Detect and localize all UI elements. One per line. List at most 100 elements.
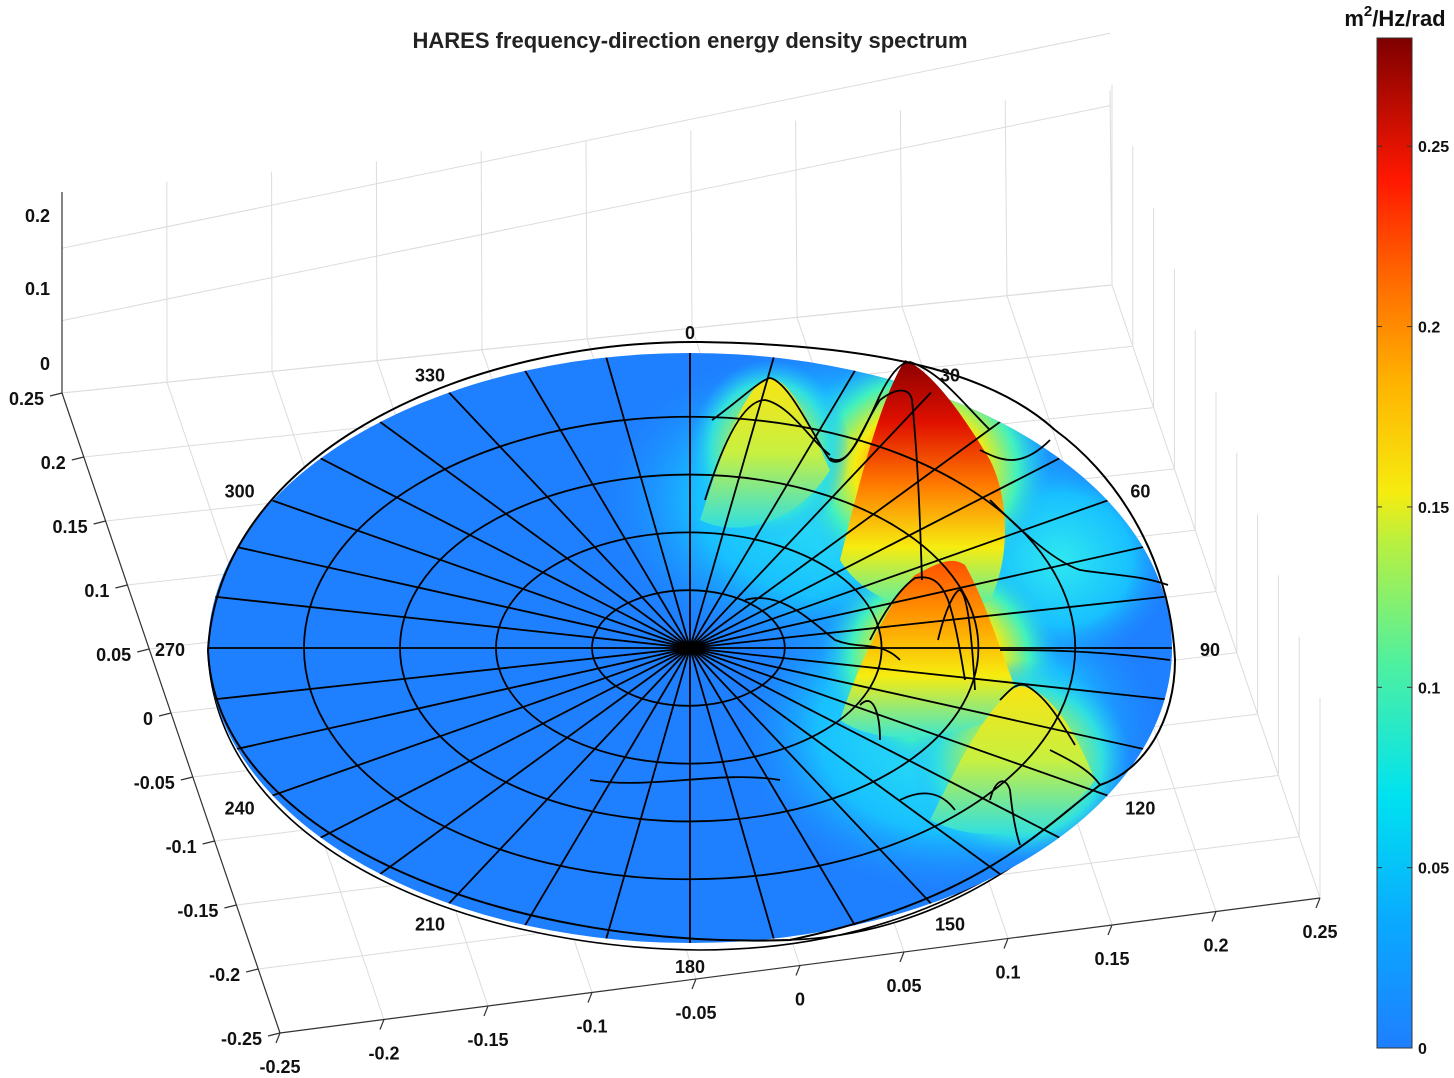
back-wall-z-grid-line [61,105,1111,322]
direction-spoke [689,647,944,917]
back-wall-grid-line [690,130,693,329]
colorbar-ticks: 0 0.05 0.1 0.15 0.2 0.25 [1377,139,1449,1058]
peak-primary [840,360,1005,610]
direction-labels: 0 30 60 90 120 150 180 210 240 270 300 330 [155,323,1220,977]
y-axis-tick-label: 0.15 [53,517,88,537]
x-axis-tick-mark [795,965,801,976]
x-axis-tick-mark [275,1032,281,1044]
direction-spoke [601,353,691,649]
colorbar-unit-rest: /Hz/rad [1372,6,1445,31]
disk-rim [206,340,1177,942]
x-axis-tick-labels: -0.25 -0.2 -0.15 -0.1 -0.05 0 0.05 0.1 0.15 0.2 0.… [259,922,1337,1077]
direction-spoke [601,647,691,943]
ridge-contours [589,361,1171,846]
x-axis-tick-mark [899,951,905,963]
y-axis-tick-label: -0.15 [177,901,218,921]
back-wall-grid-line [375,161,378,361]
direction-spoke [436,379,691,649]
direction-spoke [301,448,691,649]
disk-center [685,643,695,653]
direction-spoke [689,541,1166,649]
peak-lower [840,560,1020,738]
direction-spoke [689,647,1166,755]
x-axis-tick-label: -0.25 [259,1057,300,1077]
direction-label: 300 [225,482,255,502]
direction-label: 180 [675,957,705,977]
y-axis-tick-mark [202,840,215,845]
direction-spoke [689,647,864,940]
direction-spoke [689,647,1016,887]
direction-spoke [689,647,1129,804]
colorbar-unit-label: m2/Hz/rad [1344,3,1445,31]
x-axis-tick-mark [1211,911,1217,922]
back-wall-grid-line [1004,100,1008,296]
back-wall-grid-line [795,120,798,318]
direction-label: 330 [415,365,445,385]
x-axis-tick-mark [483,1005,489,1017]
x-axis-tick-mark [691,978,697,990]
x-axis-tick-label: 0.15 [1094,949,1129,969]
colorbar: 0 0.05 0.1 0.15 0.2 0.25 m2/Hz/rad [1344,3,1449,1058]
floor-grid-line-y [61,284,1113,394]
y-axis-tick-label: 0.1 [84,581,109,601]
direction-spoke [436,647,691,917]
y-axis-tick-mark [93,520,106,525]
direction-spoke [251,647,691,804]
direction-spoke [689,492,1129,649]
x-axis-tick-mark [1107,924,1113,936]
y-axis-tick-mark [115,584,128,589]
y-axis-tick-mark [267,1032,281,1037]
y-axis-tick-mark [49,392,63,397]
direction-label: 90 [1200,640,1220,660]
x-axis-tick-mark [587,992,593,1003]
chart-title: HARES frequency-direction energy density… [412,28,967,53]
direction-label: 0 [685,323,695,343]
back-wall-z-grid-line [61,32,1111,249]
x-axis-tick-label: -0.2 [368,1044,399,1064]
y-axis-tick-mark [224,904,237,909]
direction-spoke [208,593,691,649]
direction-label: 270 [155,640,185,660]
direction-spoke [689,353,779,649]
colorbar-unit-main: m [1344,6,1364,31]
colorbar-gradient [1376,37,1413,1049]
y-axis-tick-mark [246,968,259,973]
direction-spoke [689,379,944,649]
y-axis-tick-mark [137,648,150,653]
x-axis-tick-mark [379,1019,385,1030]
x-axis-tick-label: 0.2 [1203,936,1228,956]
back-wall-grid-line [899,110,903,307]
direction-spoke [689,409,1016,649]
colorbar-tick-label: 0.15 [1418,500,1449,517]
direction-label: 150 [935,915,965,935]
direction-label: 120 [1125,799,1155,819]
direction-label: 60 [1130,482,1150,502]
x-axis-tick-label: -0.05 [675,1003,716,1023]
direction-spoke [689,593,1172,649]
direction-spoke [516,356,691,649]
x-axis-tick-label: 0.1 [995,963,1020,983]
z-axis-tick-label: 0.2 [25,206,50,226]
direction-spoke [364,409,691,649]
z-axis-tick-label: 0 [40,354,50,374]
x-axis-tick-label: 0.25 [1302,922,1337,942]
y-axis-tick-label: 0.2 [41,453,66,473]
direction-spoke [516,647,691,940]
y-axis-tick-label: -0.1 [166,837,197,857]
direction-spoke [301,647,691,848]
colorbar-tick-label: 0.2 [1418,320,1440,337]
y-axis-tick-labels: 0.25 0.2 0.15 0.1 0.05 0 -0.05 -0.1 -0.15 -0.2 -0.… [9,389,262,1049]
colorbar-tick-label: 0.1 [1418,680,1440,697]
y-axis-tick-label: 0 [143,709,153,729]
y-axis-tick-mark [158,712,172,717]
y-axis-tick-label: -0.25 [221,1029,262,1049]
direction-spoke [689,647,779,943]
direction-label: 30 [940,365,960,385]
x-axis-tick-label: -0.1 [576,1017,607,1037]
colorbar-tick-label: 0 [1418,1041,1427,1058]
y-axis-tick-label: 0.05 [96,645,131,665]
direction-label: 210 [415,915,445,935]
x-axis-tick-mark [1315,897,1321,909]
x-axis-tick-label: -0.15 [467,1030,508,1050]
